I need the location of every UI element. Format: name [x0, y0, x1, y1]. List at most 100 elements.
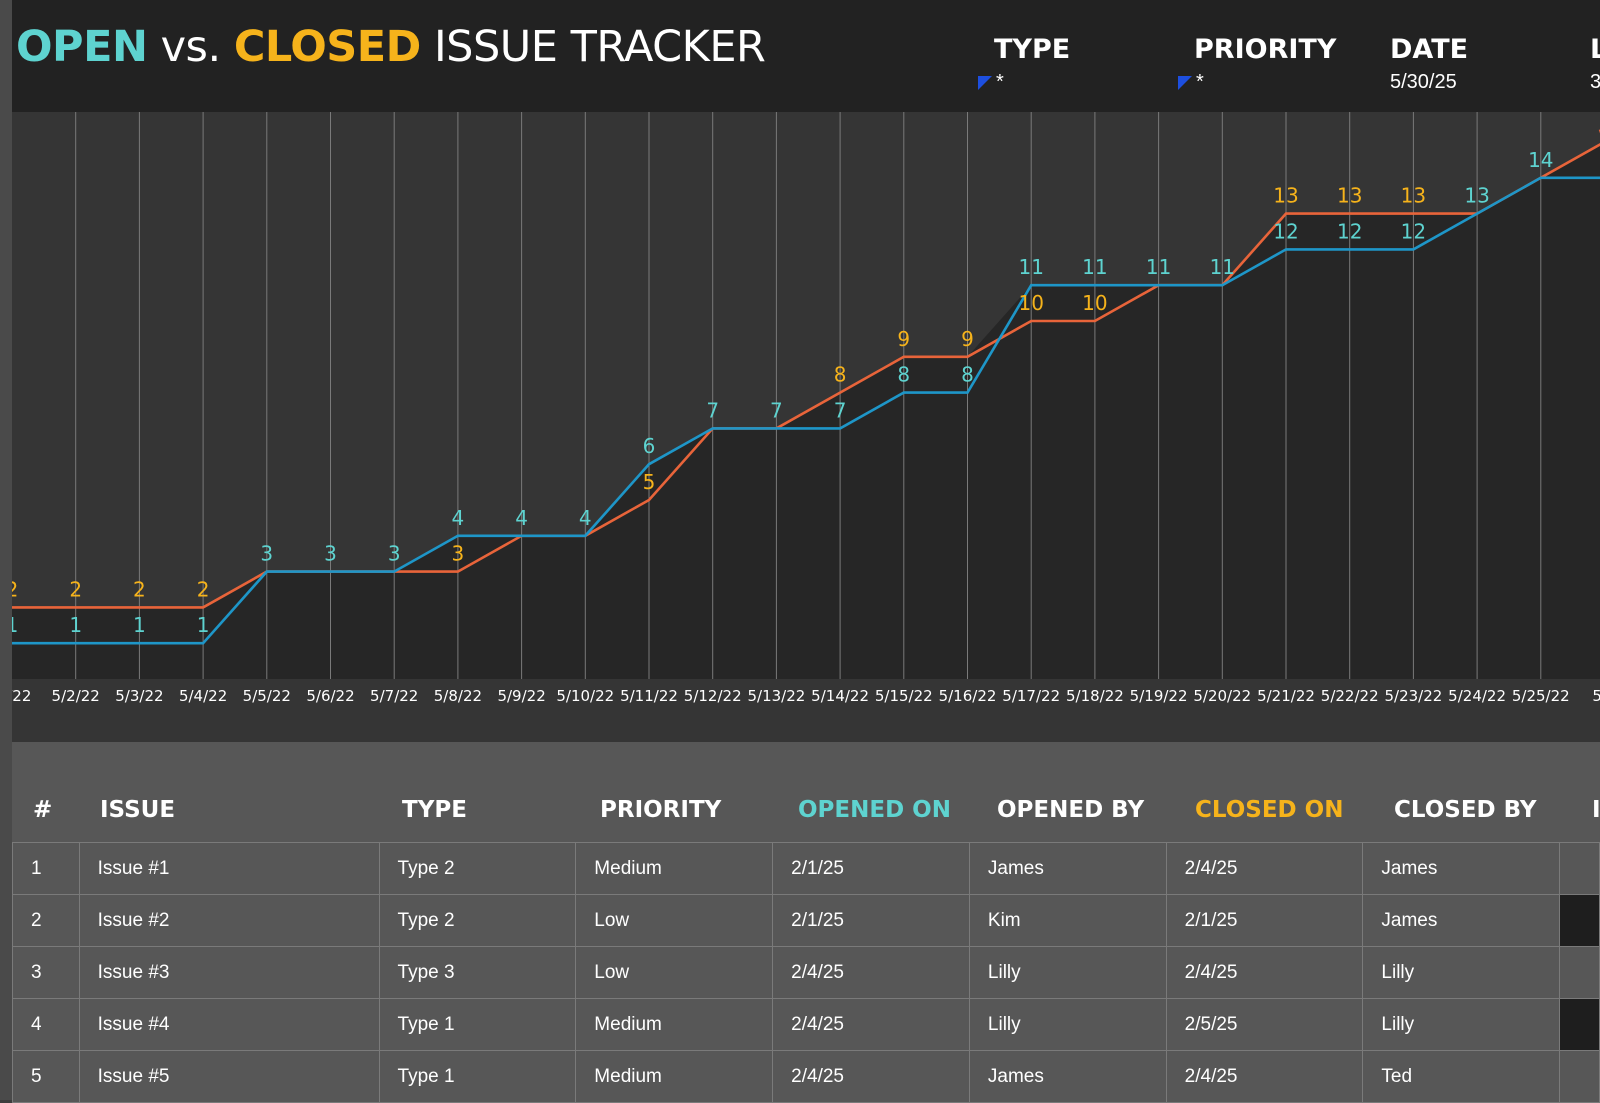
extra-cell[interactable]	[1559, 842, 1600, 895]
x-tick-label: 5/3/22	[115, 687, 163, 705]
issue-type-cell[interactable]: Type 2	[378, 842, 577, 895]
issue-type-cell[interactable]: Type 1	[378, 998, 577, 1051]
closed-data-label: 13	[1273, 184, 1298, 208]
opened-on-cell[interactable]: 2/4/25	[772, 998, 970, 1051]
opened-by-cell[interactable]: Kim	[968, 894, 1167, 947]
cutoff-filter[interactable]: L 3	[1590, 34, 1600, 94]
date-filter[interactable]: DATE 5/30/25	[1390, 34, 1468, 94]
closed-data-label: 2	[69, 577, 82, 601]
opened-by-cell[interactable]: James	[968, 1050, 1167, 1103]
x-tick-label: 5/2/22	[52, 687, 100, 705]
filter-dropdown-icon[interactable]	[1178, 75, 1192, 90]
open-data-label: 11	[1146, 255, 1171, 279]
issue-table: 1 Issue #1 Type 2 Medium 2/1/25 James 2/4/25 Ja…	[12, 842, 1600, 1103]
opened-by-cell[interactable]: Lilly	[968, 998, 1167, 1051]
issue-name-cell[interactable]: Issue #3	[78, 946, 380, 999]
extra-cell[interactable]	[1559, 946, 1600, 999]
open-data-label: 1	[12, 613, 18, 637]
x-tick-label: 5/14/22	[811, 687, 869, 705]
row-number-cell[interactable]: 3	[12, 946, 80, 999]
issue-priority-cell[interactable]: Low	[575, 946, 774, 999]
closed-data-label: 2	[12, 577, 18, 601]
col-header-closed-by: CLOSED BY	[1394, 797, 1537, 823]
open-data-label: 12	[1273, 219, 1298, 243]
type-filter[interactable]: TYPE *	[978, 34, 1071, 94]
chart-area: 1111333444677788111111111212121314122223…	[12, 112, 1600, 742]
closed-on-cell[interactable]: 2/4/25	[1165, 946, 1364, 999]
open-data-label: 11	[1082, 255, 1107, 279]
closed-on-cell[interactable]: 2/4/25	[1165, 1050, 1364, 1103]
issue-name-cell[interactable]: Issue #5	[78, 1050, 380, 1103]
title-vs: vs.	[160, 22, 222, 72]
closed-on-cell[interactable]: 2/4/25	[1165, 842, 1364, 895]
issue-type-cell[interactable]: Type 3	[378, 946, 577, 999]
x-tick-label: 5/18/22	[1066, 687, 1124, 705]
x-tick-label: 5/9/22	[497, 687, 545, 705]
row-number-cell[interactable]: 2	[12, 894, 80, 947]
x-tick-label: 5/5/22	[243, 687, 291, 705]
x-tick-label: 5/21/22	[1257, 687, 1315, 705]
issue-priority-cell[interactable]: Low	[575, 894, 774, 947]
opened-on-cell[interactable]: 2/4/25	[772, 946, 970, 999]
opened-on-cell[interactable]: 2/1/25	[772, 842, 970, 895]
x-tick-label: 5/23/22	[1384, 687, 1442, 705]
x-tick-label: 5/2	[1592, 687, 1600, 705]
cutoff-filter-value[interactable]: 3	[1590, 71, 1600, 93]
issue-priority-cell[interactable]: Medium	[575, 1050, 774, 1103]
opened-by-cell[interactable]: Lilly	[968, 946, 1167, 999]
x-tick-label: 5/16/22	[939, 687, 997, 705]
issue-name-cell[interactable]: Issue #4	[78, 998, 380, 1051]
opened-on-cell[interactable]: 2/4/25	[772, 1050, 970, 1103]
closed-by-cell[interactable]: Lilly	[1362, 998, 1561, 1051]
col-header-opened-on: OPENED ON	[798, 797, 951, 823]
col-header-priority: PRIORITY	[600, 797, 722, 823]
issue-priority-cell[interactable]: Medium	[575, 998, 774, 1051]
x-tick-label: 5/10/22	[556, 687, 614, 705]
table-row[interactable]: 5 Issue #5 Type 1 Medium 2/4/25 James 2/4/25 Te…	[12, 1050, 1600, 1103]
col-header-issue: ISSUE	[100, 797, 176, 823]
extra-cell[interactable]	[1559, 1050, 1600, 1103]
x-tick-label: 5/17/22	[1002, 687, 1060, 705]
priority-filter[interactable]: PRIORITY *	[1178, 34, 1336, 94]
filter-dropdown-icon[interactable]	[978, 75, 992, 90]
issue-type-cell[interactable]: Type 1	[378, 1050, 577, 1103]
closed-data-label: 13	[1337, 184, 1362, 208]
row-number-cell[interactable]: 1	[12, 842, 80, 895]
table-row[interactable]: 4 Issue #4 Type 1 Medium 2/4/25 Lilly 2/5/25 Li…	[12, 998, 1600, 1051]
open-data-label: 3	[260, 542, 273, 566]
open-data-label: 3	[388, 542, 401, 566]
issue-name-cell[interactable]: Issue #2	[78, 894, 380, 947]
closed-by-cell[interactable]: James	[1362, 842, 1561, 895]
x-tick-label: 5/19/22	[1130, 687, 1188, 705]
x-tick-label: 5/12/22	[684, 687, 742, 705]
closed-by-cell[interactable]: Lilly	[1362, 946, 1561, 999]
date-filter-value[interactable]: 5/30/25	[1390, 71, 1457, 93]
type-filter-value[interactable]: *	[996, 71, 1004, 93]
table-row[interactable]: 1 Issue #1 Type 2 Medium 2/1/25 James 2/4/25 Ja…	[12, 842, 1600, 895]
priority-filter-value[interactable]: *	[1196, 71, 1204, 93]
issue-type-cell[interactable]: Type 2	[378, 894, 577, 947]
extra-cell[interactable]	[1559, 998, 1600, 1051]
open-data-label: 4	[579, 506, 592, 530]
table-row[interactable]: 3 Issue #3 Type 3 Low 2/4/25 Lilly 2/4/25 Lilly	[12, 946, 1600, 999]
opened-by-cell[interactable]: James	[968, 842, 1167, 895]
extra-cell[interactable]	[1559, 894, 1600, 947]
closed-data-label: 8	[834, 363, 847, 387]
issue-name-cell[interactable]: Issue #1	[78, 842, 380, 895]
col-header-closed-on: CLOSED ON	[1195, 797, 1344, 823]
row-number-cell[interactable]: 4	[12, 998, 80, 1051]
type-filter-label: TYPE	[994, 34, 1071, 65]
closed-on-cell[interactable]: 2/5/25	[1165, 998, 1364, 1051]
closed-by-cell[interactable]: James	[1362, 894, 1561, 947]
closed-data-label: 9	[961, 327, 974, 351]
table-row[interactable]: 2 Issue #2 Type 2 Low 2/1/25 Kim 2/1/25 James	[12, 894, 1600, 947]
issue-priority-cell[interactable]: Medium	[575, 842, 774, 895]
open-data-label: 6	[643, 434, 656, 458]
closed-on-cell[interactable]: 2/1/25	[1165, 894, 1364, 947]
open-data-label: 13	[1464, 184, 1489, 208]
opened-on-cell[interactable]: 2/1/25	[772, 894, 970, 947]
x-tick-label: 5/24/22	[1448, 687, 1506, 705]
row-number-cell[interactable]: 5	[12, 1050, 80, 1103]
closed-by-cell[interactable]: Ted	[1362, 1050, 1561, 1103]
title-rest: ISSUE TRACKER	[434, 22, 766, 72]
